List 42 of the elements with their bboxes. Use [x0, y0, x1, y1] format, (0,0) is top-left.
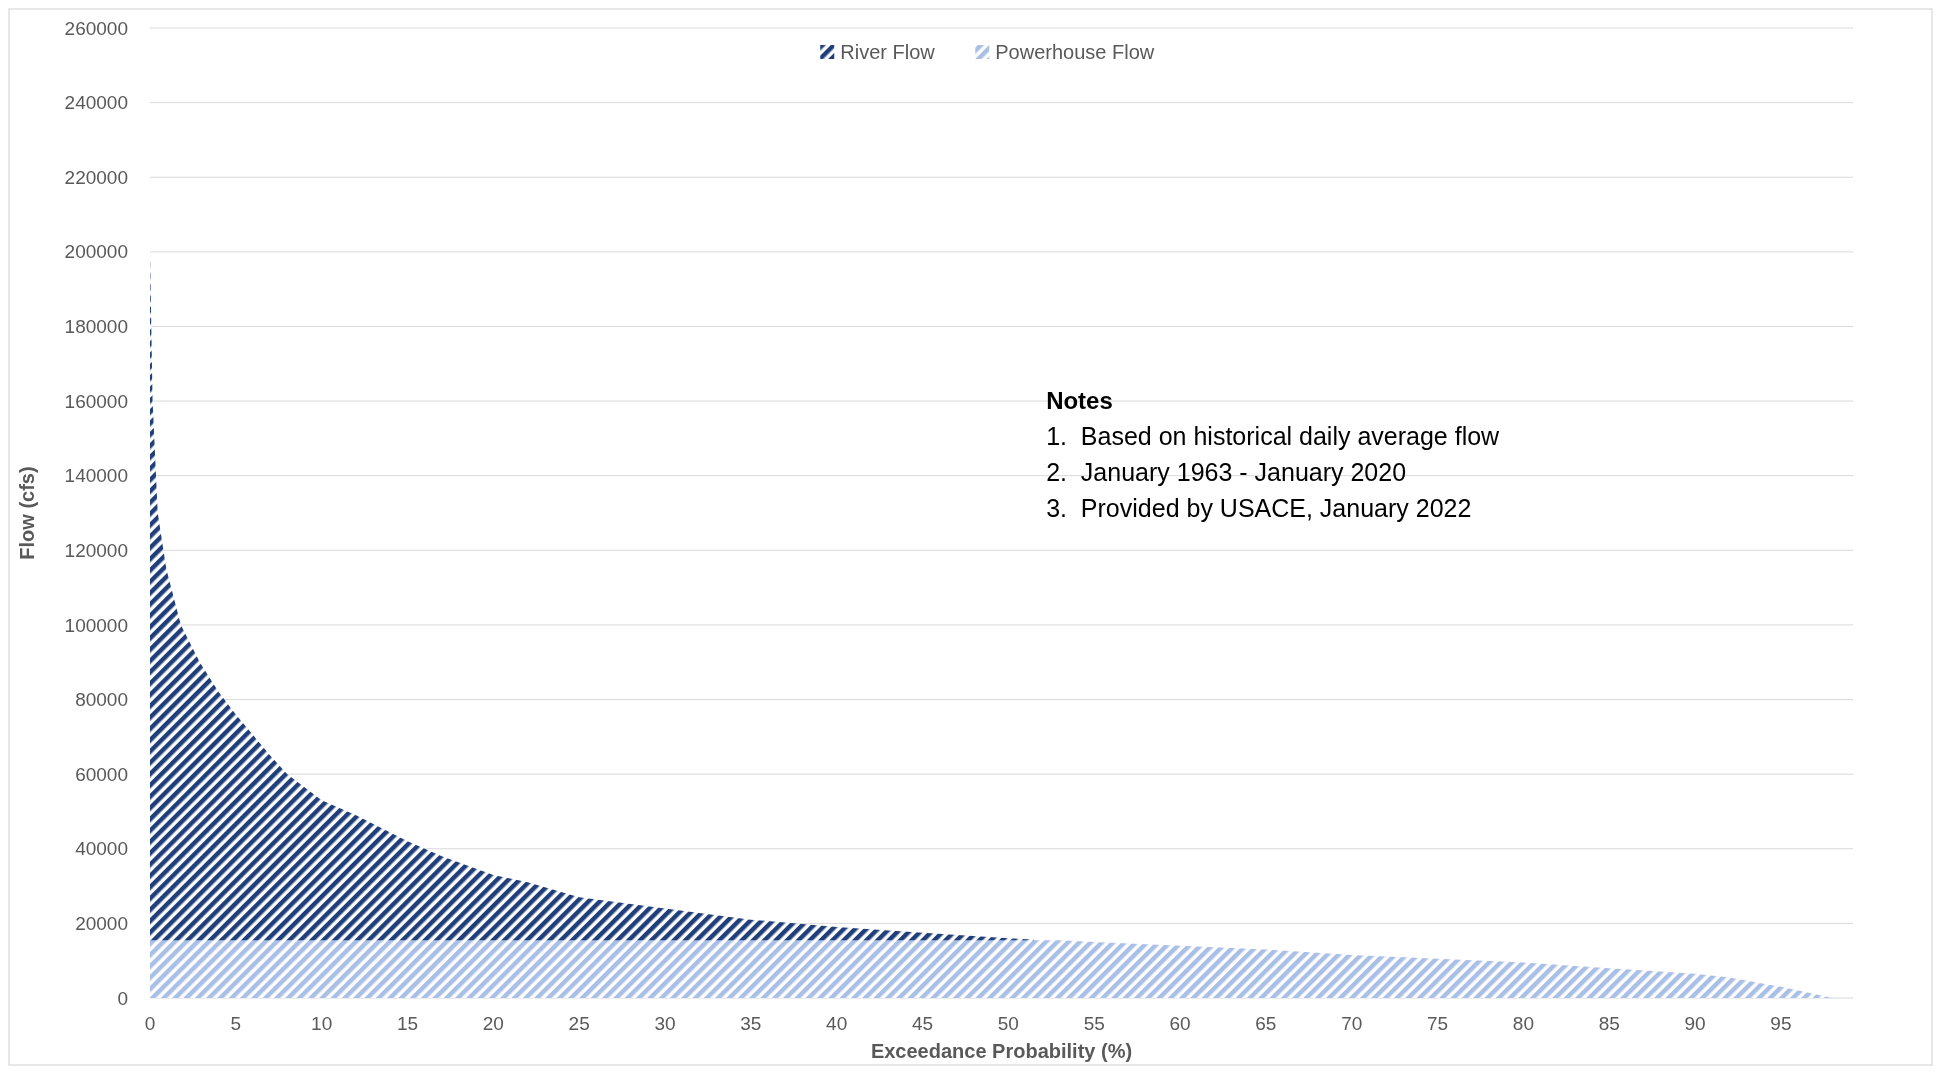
y-tick-label: 200000 [64, 241, 128, 263]
x-tick-label: 20 [482, 1013, 504, 1034]
y-tick-label: 220000 [64, 166, 128, 188]
x-tick-label: 5 [230, 1013, 242, 1034]
x-tick-label: 40 [826, 1013, 848, 1034]
x-tick-label: 30 [654, 1013, 676, 1034]
x-tick-label: 0 [144, 1013, 156, 1034]
x-tick-label: 70 [1341, 1013, 1363, 1034]
x-tick-label: 75 [1426, 1013, 1449, 1034]
legend-label: Powerhouse Flow [995, 41, 1155, 63]
x-tick-label: 95 [1770, 1013, 1792, 1034]
x-tick-label: 55 [1083, 1013, 1105, 1034]
y-tick-label: 60000 [75, 763, 128, 785]
y-tick-label: 20000 [75, 913, 128, 935]
y-tick-label: 100000 [64, 614, 128, 636]
x-tick-label: 25 [568, 1013, 590, 1034]
y-tick-label: 260000 [64, 17, 128, 39]
x-tick-label: 45 [911, 1013, 934, 1034]
x-tick-label: 35 [740, 1013, 762, 1034]
annotation: 3. Provided by USACE, January 2022 [1046, 493, 1472, 522]
y-tick-label: 140000 [64, 465, 128, 487]
y-tick-label: 160000 [64, 390, 128, 412]
annotation: 1. Based on historical daily average flow [1046, 421, 1501, 450]
y-tick-label: 180000 [64, 316, 128, 338]
y-tick-label: 0 [117, 987, 128, 1009]
y-tick-label: 80000 [75, 689, 128, 711]
x-tick-label: 60 [1169, 1013, 1191, 1034]
y-tick-label: 120000 [64, 539, 128, 561]
x-axis-title: Exceedance Probability (%) [870, 1040, 1133, 1062]
x-tick-label: 10 [311, 1013, 333, 1034]
annotation: 2. January 1963 - January 2020 [1046, 457, 1407, 486]
annotation: Notes [1046, 386, 1113, 414]
y-axis-title: Flow (cfs) [16, 466, 38, 560]
legend-label: River Flow [840, 41, 936, 63]
x-tick-label: 80 [1512, 1013, 1534, 1034]
y-tick-label: 40000 [75, 838, 128, 860]
x-tick-label: 65 [1255, 1013, 1277, 1034]
x-tick-label: 50 [997, 1013, 1019, 1034]
x-tick-label: 85 [1598, 1013, 1620, 1034]
x-tick-label: 90 [1684, 1013, 1706, 1034]
x-tick-label: 15 [396, 1013, 419, 1034]
y-tick-label: 240000 [64, 92, 128, 114]
